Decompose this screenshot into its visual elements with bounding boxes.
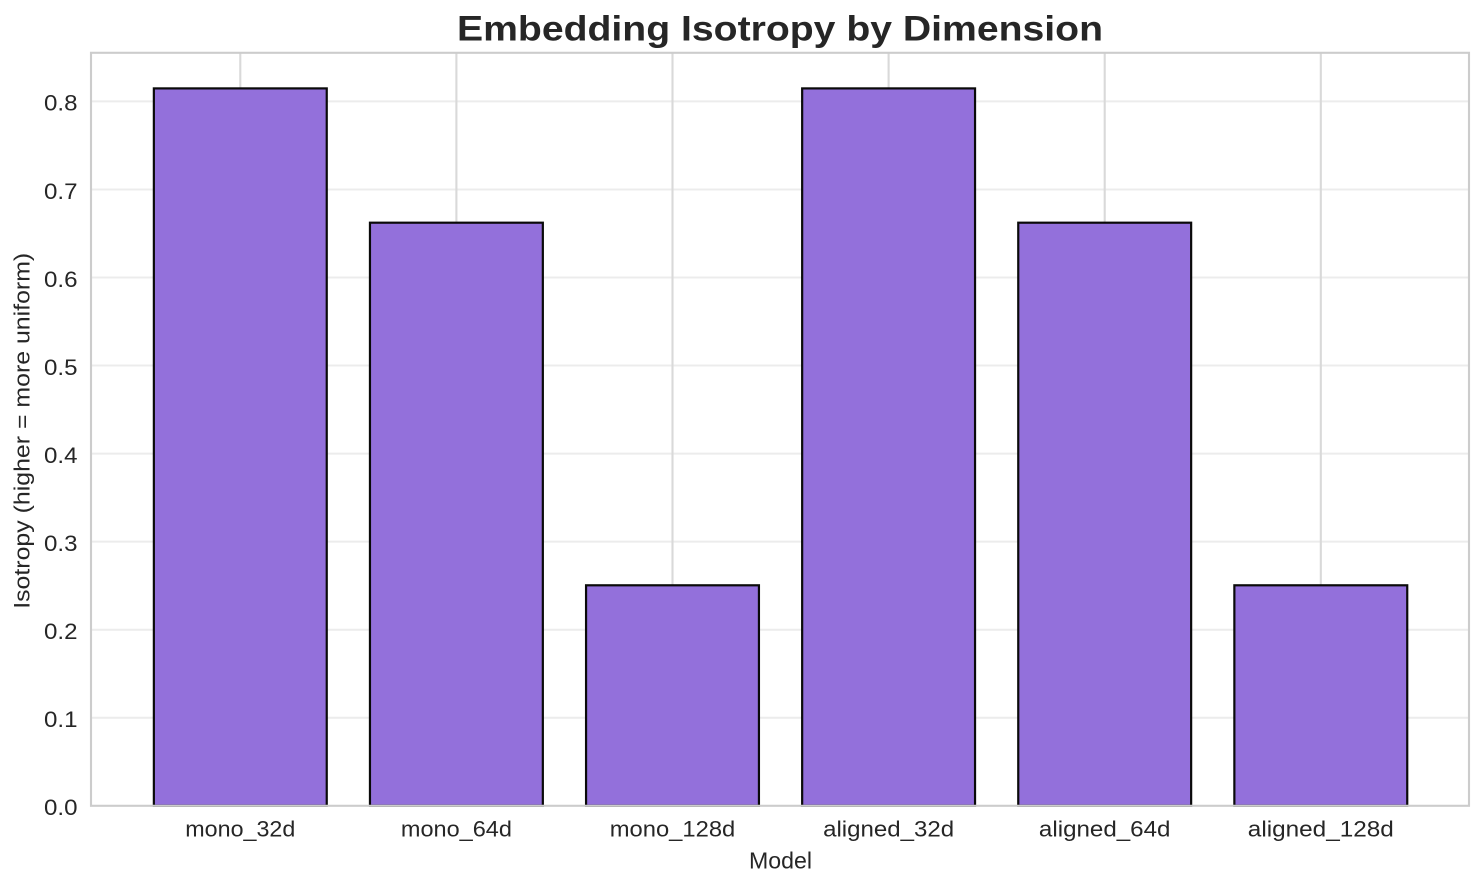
svg-text:aligned_32d: aligned_32d	[823, 816, 954, 841]
svg-text:0.3: 0.3	[44, 531, 78, 556]
svg-text:mono_128d: mono_128d	[610, 816, 736, 841]
svg-text:0.4: 0.4	[44, 443, 78, 468]
svg-text:0.6: 0.6	[44, 267, 78, 292]
svg-text:mono_32d: mono_32d	[185, 816, 295, 841]
svg-text:0.7: 0.7	[44, 179, 78, 204]
svg-text:0.5: 0.5	[44, 355, 78, 380]
svg-text:Model: Model	[749, 848, 812, 874]
svg-text:aligned_64d: aligned_64d	[1039, 816, 1171, 841]
svg-text:mono_64d: mono_64d	[401, 816, 512, 841]
svg-text:Isotropy (higher = more unifor: Isotropy (higher = more uniform)	[10, 253, 35, 609]
svg-text:0.8: 0.8	[44, 91, 78, 116]
svg-text:aligned_128d: aligned_128d	[1248, 816, 1394, 841]
svg-text:0.0: 0.0	[44, 795, 78, 820]
svg-text:0.2: 0.2	[44, 619, 78, 644]
svg-text:0.1: 0.1	[44, 707, 78, 732]
svg-text:Embedding Isotropy by Dimensio: Embedding Isotropy by Dimension	[457, 10, 1103, 49]
